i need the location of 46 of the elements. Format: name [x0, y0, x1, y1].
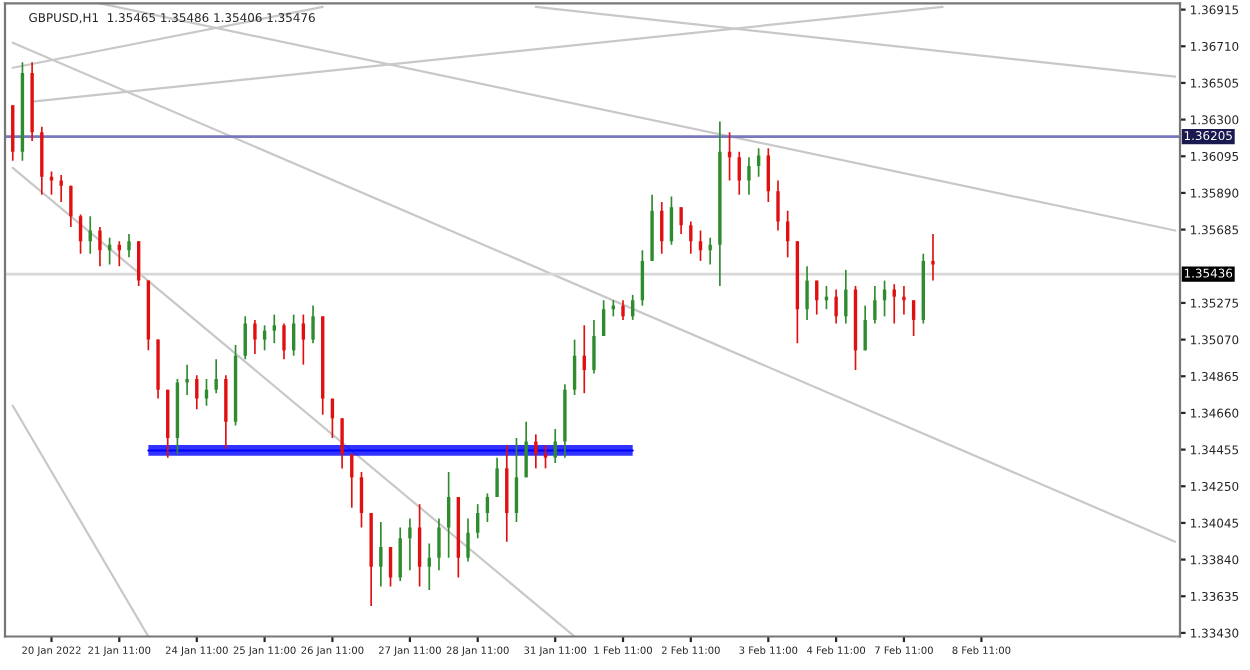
- candlestick: [136, 240, 141, 287]
- candlestick: [543, 444, 548, 470]
- candlestick: [698, 229, 703, 262]
- candlestick: [127, 233, 131, 259]
- candlestick: [902, 285, 906, 316]
- candlestick: [756, 147, 761, 178]
- candlestick: [195, 374, 199, 411]
- candlestick: [873, 285, 877, 325]
- candlestick: [534, 433, 538, 470]
- candlestick: [59, 174, 63, 203]
- candlestick: [272, 313, 276, 345]
- candlestick: [262, 324, 267, 352]
- candlestick: [834, 288, 838, 325]
- candlestick: [931, 233, 935, 282]
- candlestick: [708, 236, 712, 266]
- candlestick: [253, 319, 257, 355]
- candlestick: [40, 125, 44, 196]
- candlestick: [776, 179, 780, 232]
- candlestick: [911, 299, 916, 337]
- candlestick: [224, 374, 228, 450]
- candlestick: [427, 542, 431, 591]
- candlestick: [340, 417, 344, 470]
- candlestick: [592, 319, 596, 375]
- candlestick: [88, 215, 92, 255]
- candlestick: [204, 378, 209, 407]
- candlestick: [747, 156, 751, 196]
- candlestick: [408, 517, 412, 572]
- candlestick: [437, 517, 441, 572]
- candlestick: [185, 363, 189, 396]
- candlestick: [98, 226, 102, 268]
- candlestick: [524, 421, 528, 479]
- candlestick: [214, 358, 218, 395]
- candlestick: [689, 220, 693, 255]
- candlestick: [379, 521, 383, 588]
- candlestick: [417, 503, 422, 588]
- candlestick: [863, 304, 867, 352]
- candlestick: [495, 456, 499, 498]
- candlestick: [69, 184, 73, 228]
- candlestick: [311, 304, 315, 345]
- candlestick: [621, 299, 625, 321]
- candlestick: [805, 265, 809, 321]
- candlestick: [282, 322, 286, 361]
- candlestick: [844, 269, 848, 325]
- candlestick: [476, 503, 480, 539]
- candlestick: [466, 517, 470, 563]
- candlestick: [679, 206, 683, 235]
